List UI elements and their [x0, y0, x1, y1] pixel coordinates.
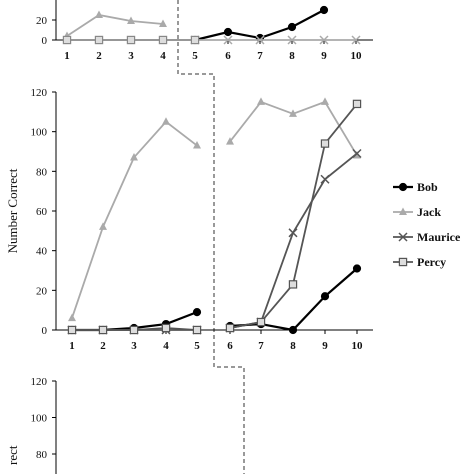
middle-series-percy-point	[225, 323, 235, 333]
middle-series-bob-point	[352, 264, 362, 273]
top-series-percy-point	[190, 35, 200, 45]
middle-series-jack-point	[193, 141, 201, 149]
middle-series-maurice-point	[352, 148, 362, 159]
bottom-y-tick-label: 100	[31, 413, 48, 425]
middle-series-percy-point	[98, 325, 108, 335]
middle-series-maurice-point	[288, 228, 298, 238]
middle-series-percy-point	[192, 325, 202, 335]
middle-y-axis-label: Number Correct	[5, 168, 20, 253]
middle-series-bob-point	[192, 308, 202, 317]
middle-series-jack-point	[68, 313, 76, 322]
bottom-y-tick-label: 120	[31, 376, 48, 388]
middle-x-tick-label: 2	[100, 340, 106, 352]
middle-series-percy-point	[161, 323, 171, 333]
legend-jack-marker	[399, 207, 407, 215]
middle-y-tick-label: 100	[31, 127, 48, 139]
top-x-tick-label: 4	[160, 50, 166, 62]
middle-series-percy-point	[288, 280, 298, 289]
top-x-tick-label: 2	[96, 50, 102, 62]
middle-series-percy-point	[352, 99, 362, 109]
middle-series-jack-point	[289, 109, 297, 117]
middle-series-maurice-line	[229, 152, 358, 329]
top-series-maurice-point	[287, 35, 297, 45]
middle-x-tick-label: 3	[131, 340, 137, 352]
top-series-maurice-point	[319, 35, 329, 45]
middle-x-tick-label: 10	[352, 340, 364, 352]
legend-bob-marker	[398, 182, 408, 192]
middle-series-percy-line	[229, 103, 358, 329]
legend-percy-label: Percy	[417, 255, 446, 269]
middle-series-jack-point	[130, 152, 138, 161]
top-x-tick-label: 8	[289, 50, 295, 62]
top-series-maurice-point	[223, 35, 233, 45]
middle-y-tick-label: 0	[42, 325, 48, 337]
top-series-bob-point	[287, 22, 297, 32]
top-series-percy-point	[94, 35, 104, 45]
middle-series-jack-point	[162, 117, 170, 125]
middle-series-percy-point	[320, 139, 330, 148]
top-x-tick-label: 5	[192, 50, 198, 62]
bottom-y-tick-label: 80	[36, 449, 48, 461]
top-series-percy-point	[158, 35, 168, 45]
top-series-maurice-point	[351, 35, 361, 45]
middle-x-tick-label: 6	[227, 340, 233, 352]
top-y-tick-label: 0	[42, 35, 48, 47]
middle-series-maurice-point	[320, 174, 330, 184]
top-series-maurice-point	[255, 35, 265, 45]
phase-change-line	[177, 0, 245, 474]
top-series-jack-point	[95, 10, 103, 18]
middle-series-jack-point	[257, 97, 265, 105]
middle-series-jack-line	[71, 120, 198, 319]
top-series-bob-point	[223, 27, 233, 37]
middle-series-jack-point	[321, 97, 329, 105]
middle-y-tick-label: 60	[36, 206, 48, 218]
top-x-tick-label: 9	[321, 50, 327, 62]
middle-x-tick-label: 1	[69, 340, 75, 352]
top-x-tick-label: 3	[128, 50, 134, 62]
middle-y-tick-label: 40	[36, 246, 48, 258]
middle-series-percy-point	[67, 325, 77, 335]
top-x-tick-label: 1	[64, 50, 70, 62]
middle-x-tick-label: 7	[258, 340, 264, 352]
middle-x-tick-label: 4	[163, 340, 169, 352]
legend-maurice-marker	[398, 232, 408, 242]
top-x-tick-label: 10	[351, 50, 363, 62]
bottom-y-axis-label: rect	[5, 445, 20, 465]
middle-series-jack-point	[353, 150, 361, 159]
top-series-percy-point	[126, 35, 136, 45]
top-series-jack-point	[127, 16, 135, 24]
middle-series-bob-point	[288, 325, 298, 335]
middle-series-percy-point	[256, 317, 266, 327]
middle-series-percy-point	[129, 325, 139, 335]
top-series-jack-point	[159, 19, 167, 27]
legend-bob-label: Bob	[417, 180, 438, 194]
middle-y-tick-label: 80	[36, 166, 48, 178]
middle-x-tick-label: 5	[194, 340, 200, 352]
legend-maurice-label: Maurice	[417, 230, 461, 244]
middle-series-bob-point	[320, 292, 330, 301]
legend-jack-label: Jack	[417, 205, 441, 219]
middle-y-tick-label: 20	[36, 285, 48, 297]
middle-series-jack-point	[226, 137, 234, 145]
top-x-tick-label: 6	[225, 50, 231, 62]
middle-y-tick-label: 120	[31, 87, 48, 99]
top-y-tick-label: 20	[36, 15, 48, 27]
middle-series-bob-line	[229, 267, 358, 332]
legend-percy-marker	[398, 257, 408, 267]
top-series-bob-point	[319, 5, 329, 15]
top-series-jack-line	[66, 14, 164, 37]
top-x-tick-label: 7	[257, 50, 263, 62]
top-series-percy-point	[62, 35, 72, 45]
middle-series-jack-point	[99, 222, 107, 230]
middle-x-tick-label: 9	[322, 340, 328, 352]
middle-x-tick-label: 8	[290, 340, 296, 352]
